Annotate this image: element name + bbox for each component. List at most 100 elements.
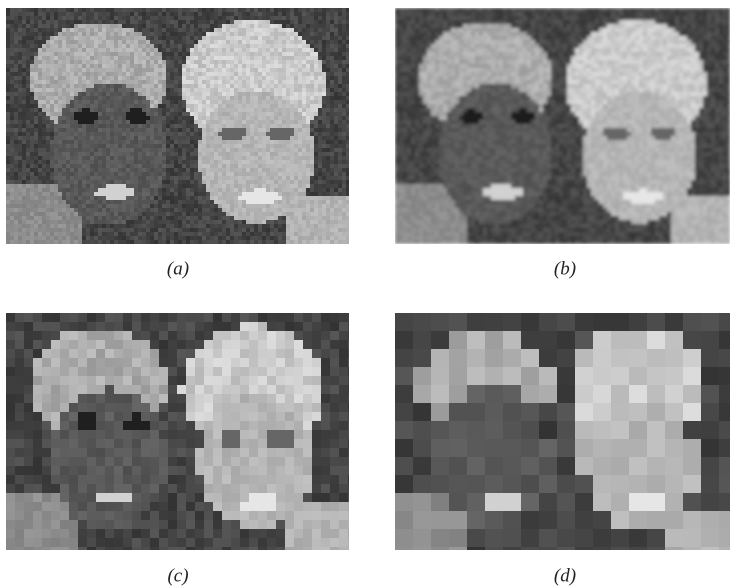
pixel xyxy=(178,136,182,140)
pixel xyxy=(102,72,106,76)
pixel xyxy=(322,108,326,112)
pixel xyxy=(346,144,349,148)
pixel xyxy=(250,232,254,236)
pixel xyxy=(110,236,114,240)
pixel xyxy=(306,188,310,192)
pixel xyxy=(226,124,230,128)
pixel xyxy=(210,164,214,168)
pixel xyxy=(178,188,182,192)
pixel xyxy=(258,160,262,164)
pixel xyxy=(106,208,110,212)
pixel xyxy=(146,8,150,12)
pixel xyxy=(30,232,34,236)
pixel xyxy=(270,116,274,120)
pixel xyxy=(294,144,298,148)
pixel xyxy=(150,132,154,136)
pixel xyxy=(6,236,10,240)
pixel xyxy=(258,232,262,236)
pixel xyxy=(318,216,322,220)
pixel xyxy=(194,164,198,168)
pixel xyxy=(98,84,102,88)
pixel xyxy=(298,144,302,148)
pixel xyxy=(282,80,286,84)
pixel xyxy=(74,68,78,72)
pixel xyxy=(158,144,162,148)
pixel xyxy=(206,208,210,212)
pixel xyxy=(42,148,46,152)
pixel xyxy=(70,128,74,132)
pixel xyxy=(286,144,290,148)
pixel xyxy=(118,148,122,152)
pixel xyxy=(266,92,270,96)
pixel xyxy=(42,144,46,148)
pixel xyxy=(98,232,102,236)
pixel xyxy=(202,188,206,192)
pixel xyxy=(118,116,122,120)
pixel xyxy=(210,212,214,216)
pixel xyxy=(238,112,242,116)
pixel xyxy=(286,216,290,220)
pixel xyxy=(246,12,250,16)
pixel xyxy=(42,16,46,20)
pixel xyxy=(162,208,166,212)
pixel xyxy=(86,160,90,164)
pixel xyxy=(118,236,122,240)
pixel xyxy=(30,228,34,232)
pixel xyxy=(318,196,322,200)
pixel xyxy=(214,44,218,48)
pixel xyxy=(34,32,38,36)
pixel xyxy=(326,164,330,168)
pixel xyxy=(162,56,166,60)
pixel xyxy=(98,104,102,108)
pixel xyxy=(318,200,322,204)
pixel xyxy=(154,224,158,228)
pixel xyxy=(290,120,294,124)
pixel xyxy=(122,152,126,156)
pixel xyxy=(14,88,18,92)
pixel xyxy=(10,56,14,60)
pixel xyxy=(254,92,258,96)
pixel xyxy=(38,152,42,156)
pixel xyxy=(34,16,38,20)
pixel xyxy=(218,172,222,176)
pixel xyxy=(30,80,34,84)
pixel xyxy=(94,140,98,144)
pixel xyxy=(66,196,70,200)
pixel xyxy=(182,188,186,192)
pixel xyxy=(194,60,198,64)
pixel xyxy=(322,100,326,104)
pixel xyxy=(214,128,218,132)
pixel xyxy=(50,188,54,192)
pixel xyxy=(174,100,178,104)
pixel xyxy=(314,76,318,80)
pixel xyxy=(242,44,246,48)
pixel xyxy=(70,8,74,12)
pixel xyxy=(230,164,234,168)
pixel xyxy=(202,212,206,216)
pixel xyxy=(326,52,330,56)
pixel xyxy=(146,20,150,24)
pixel xyxy=(222,72,226,76)
pixel xyxy=(46,128,50,132)
pixel xyxy=(234,196,238,200)
pixel xyxy=(202,84,206,88)
pixel xyxy=(86,152,90,156)
pixel xyxy=(154,56,158,60)
pixel xyxy=(314,208,318,212)
pixel xyxy=(282,28,286,32)
pixel xyxy=(154,84,158,88)
pixel xyxy=(126,132,130,136)
pixel xyxy=(94,176,98,180)
pixel xyxy=(346,72,349,76)
pixel xyxy=(242,84,246,88)
pixel xyxy=(298,36,302,40)
pixel xyxy=(138,72,142,76)
pixel xyxy=(318,44,322,48)
pixel xyxy=(142,60,146,64)
pixel xyxy=(74,140,78,144)
pixel xyxy=(330,124,334,128)
pixel xyxy=(178,152,182,156)
pixel xyxy=(282,36,286,40)
pixel xyxy=(34,240,38,244)
pixel xyxy=(230,148,234,152)
